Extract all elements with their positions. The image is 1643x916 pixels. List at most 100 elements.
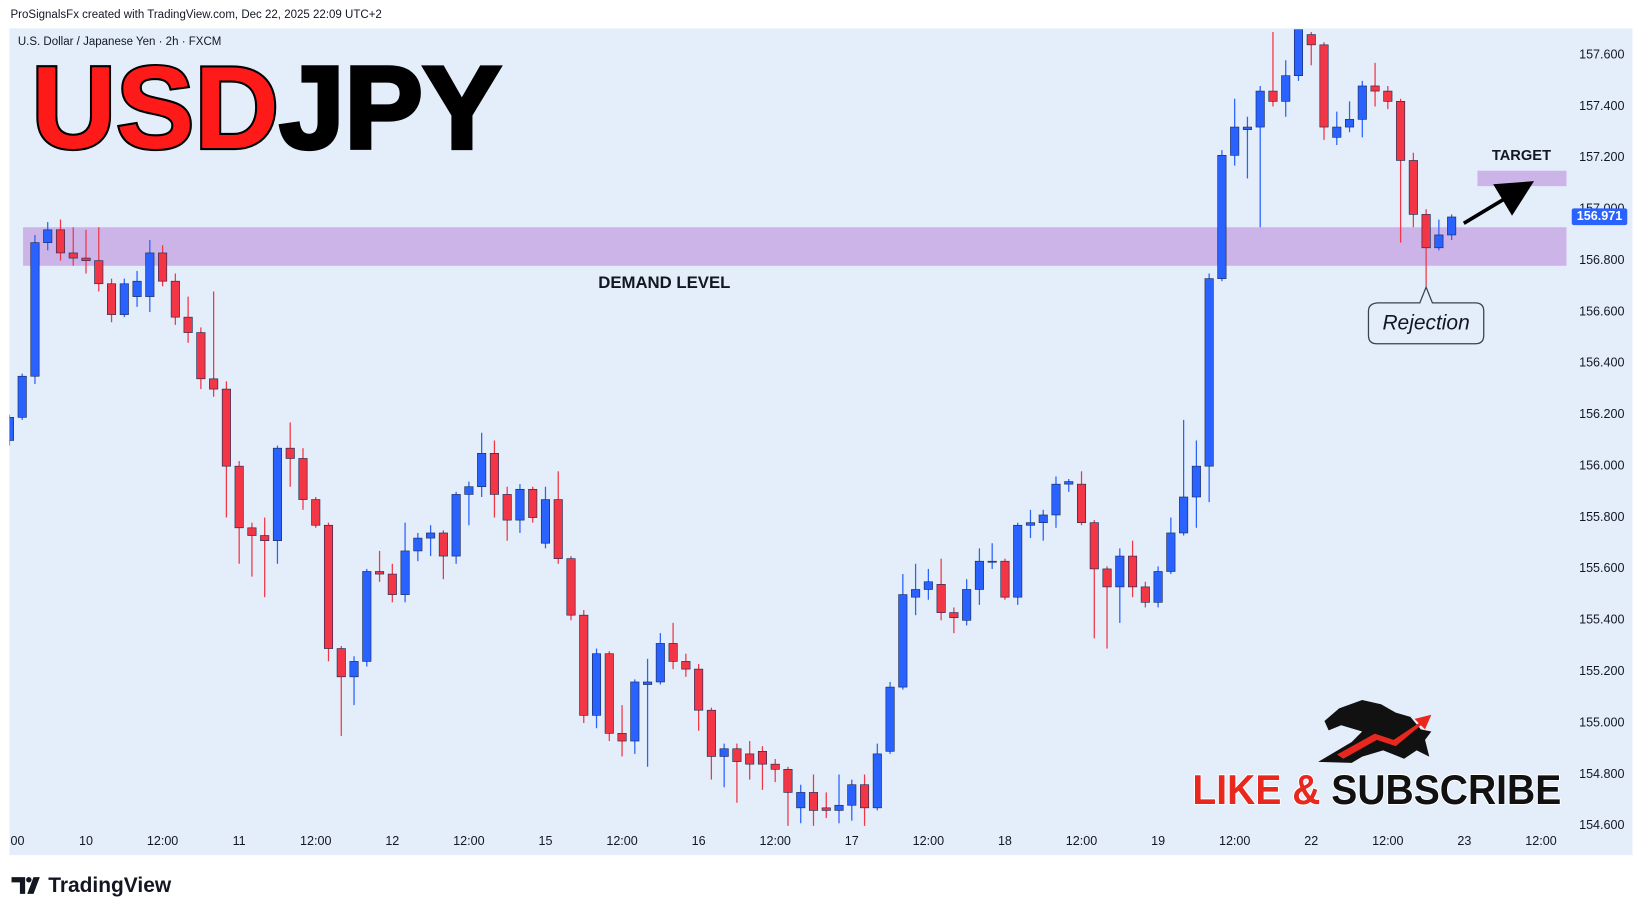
x-tick-label: 12:00: [606, 834, 637, 848]
candle-body: [770, 763, 780, 770]
candle-body: [1179, 496, 1189, 534]
x-tick-label: 23: [1457, 834, 1471, 848]
candle-body: [1153, 571, 1163, 603]
candle-body: [311, 499, 321, 526]
candle-body: [936, 584, 946, 613]
candle-body: [1319, 44, 1329, 128]
x-tick-label: 11: [233, 834, 246, 848]
candle-body: [1064, 481, 1074, 485]
candle-body: [1166, 532, 1176, 572]
tv-glyph: [11, 877, 40, 894]
y-tick-label: 155.600: [1579, 561, 1624, 575]
x-tick-label: 10: [79, 834, 93, 848]
candle-body: [1242, 126, 1252, 130]
candle-body: [1128, 555, 1138, 588]
x-tick-label: 12:00: [1066, 834, 1097, 848]
candle-body: [272, 447, 282, 541]
candle-body: [1115, 555, 1125, 588]
rejection-callout: [1367, 285, 1485, 345]
candle-body: [1281, 75, 1291, 102]
x-tick-label: 15: [538, 834, 552, 848]
x-tick-label: 17: [845, 834, 859, 848]
candle-body: [1255, 90, 1265, 128]
candle-body: [987, 560, 997, 563]
x-tick-label: 12: [385, 834, 399, 848]
candle-body: [477, 453, 487, 488]
x-tick-label: 19: [1151, 834, 1165, 848]
title-part-red: USD: [31, 42, 279, 173]
bull-silhouette: [1318, 700, 1432, 763]
candle-body: [362, 571, 372, 662]
candle-body: [1434, 234, 1444, 249]
candle-body: [1076, 483, 1087, 523]
candle-body: [1204, 278, 1214, 467]
candle-body: [834, 804, 844, 811]
candle-body: [132, 280, 142, 297]
candle-body: [808, 792, 819, 811]
promo-logo: LIKE & SUBSCRIBE: [1191, 700, 1562, 814]
y-tick-label: 157.400: [1579, 99, 1624, 113]
candle-body: [643, 681, 653, 685]
candle-body: [17, 375, 27, 418]
candle-body: [528, 488, 538, 518]
candle-body: [1421, 214, 1431, 249]
y-tick-label: 156.000: [1579, 458, 1624, 472]
candle-body: [1383, 90, 1393, 102]
candle-body: [260, 535, 270, 541]
candle-body: [911, 589, 921, 598]
y-tick-label: 154.800: [1579, 767, 1624, 781]
x-tick-label: 12:00: [1372, 834, 1403, 848]
candle-body: [68, 252, 78, 259]
candle-body: [796, 792, 806, 809]
candle-body: [336, 648, 346, 678]
credit-text: ProSignalsFx created with TradingView.co…: [10, 9, 381, 21]
candle-body: [1140, 586, 1150, 603]
candle-body: [1306, 34, 1316, 46]
y-tick-label: 156.600: [1579, 304, 1624, 318]
candle-body: [1357, 85, 1367, 120]
candle-body: [298, 458, 308, 500]
candle-body: [706, 709, 716, 757]
candle-body: [860, 784, 870, 809]
y-tick-label: 156.800: [1579, 253, 1624, 267]
candle-body: [553, 499, 563, 559]
zones-layer: [23, 170, 1567, 266]
candle-body: [247, 527, 257, 536]
candle-body: [1332, 126, 1342, 138]
x-tick-label: 12:00: [1525, 834, 1556, 848]
candle-body: [426, 532, 436, 539]
candle-body: [821, 807, 831, 811]
candle-body: [655, 643, 665, 683]
candle-body: [885, 686, 895, 752]
title-part-black: JPY: [279, 42, 501, 173]
last-price-badge: [1571, 208, 1628, 226]
candle-body: [196, 332, 206, 380]
y-tick-label: 155.000: [1579, 715, 1624, 729]
candle-body: [221, 388, 231, 467]
candle-body: [489, 453, 499, 495]
candle-body: [81, 257, 91, 261]
candle-body: [515, 488, 525, 521]
candle-body: [1025, 522, 1035, 526]
candle-body: [1000, 560, 1010, 598]
rejection-label: Rejection: [1382, 311, 1469, 334]
promo-text: LIKE & SUBSCRIBE: [1192, 766, 1561, 813]
candles-layer: [9, 29, 1457, 826]
candle-body: [1447, 216, 1457, 236]
candle-body: [413, 537, 423, 552]
candle-body: [323, 524, 334, 649]
candle-body: [579, 614, 589, 716]
candle-body: [1268, 90, 1278, 102]
candle-body: [387, 573, 397, 595]
candle-body: [668, 643, 678, 662]
candle-body: [745, 753, 755, 765]
candle-body: [1038, 514, 1048, 523]
x-tick-label: 12:00: [759, 834, 790, 848]
candle-body: [872, 753, 882, 809]
candle-body: [962, 589, 972, 621]
promo-arrow: [1337, 714, 1432, 759]
zone-label: DEMAND LEVEL: [598, 273, 730, 292]
candle-body: [9, 417, 14, 441]
footer-logo: TradingView: [11, 874, 172, 897]
target-arrow: [1462, 181, 1535, 225]
